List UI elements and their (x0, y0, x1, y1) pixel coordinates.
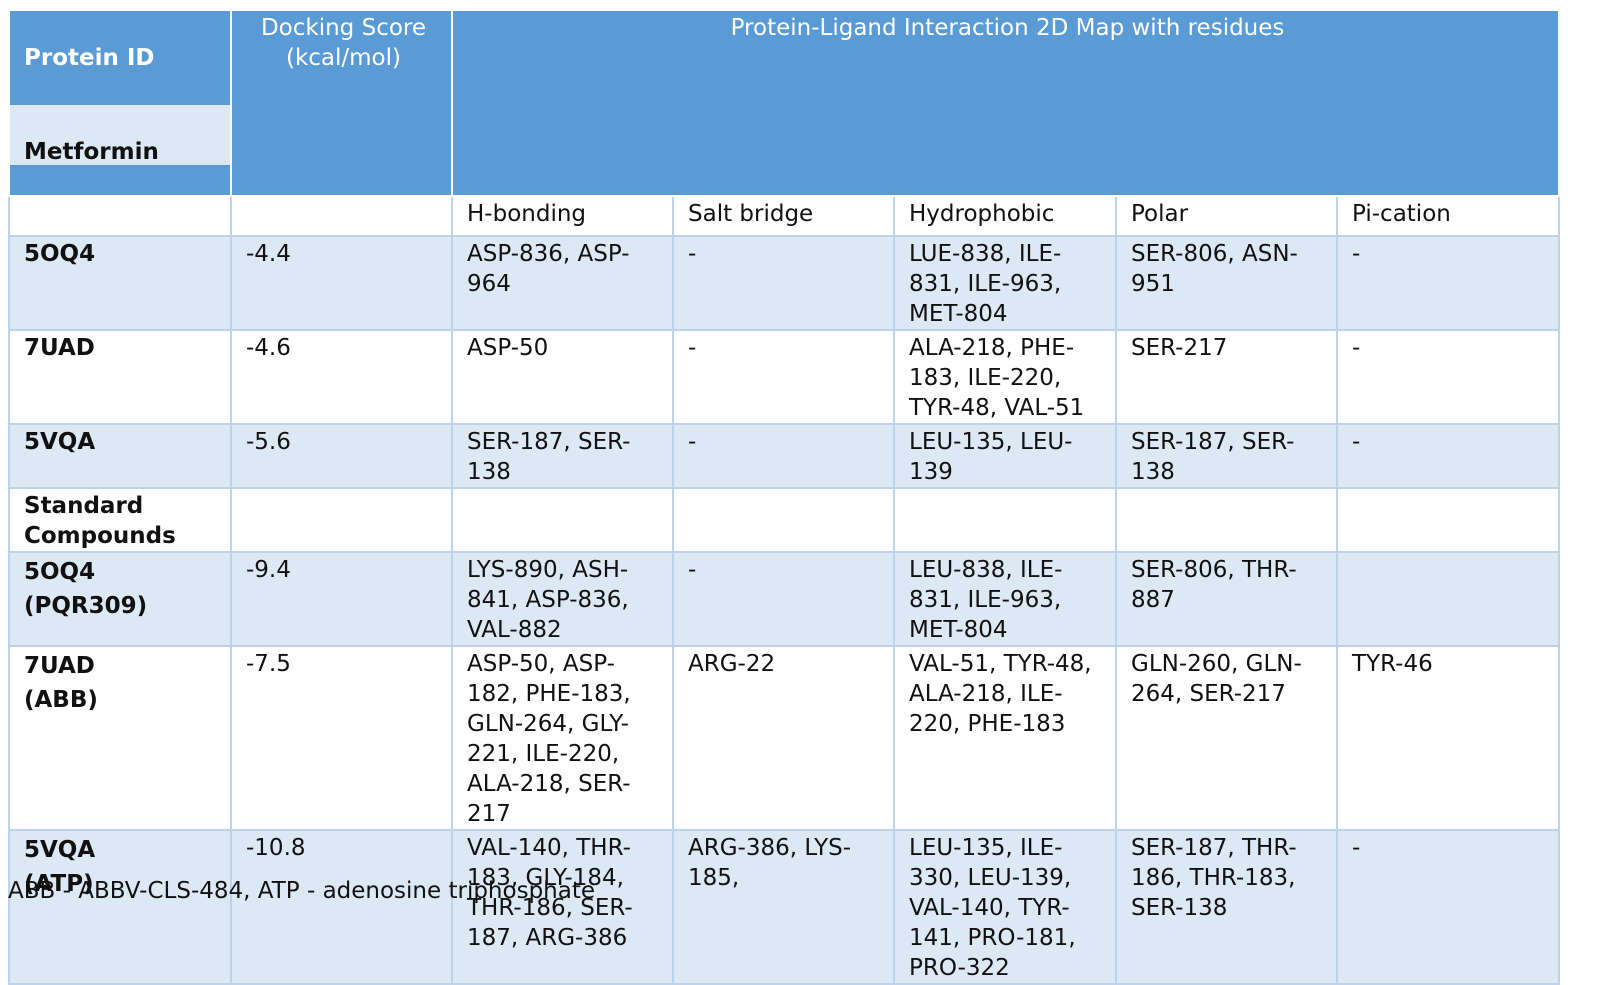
docking-score-cell: -5.6 (230, 423, 453, 489)
header-interaction-map: Protein-Ligand Interaction 2D Map with r… (451, 9, 1560, 197)
pi-cation-cell (1336, 551, 1560, 647)
h-bonding-cell: VAL-140, THR- 183, GLY-184, THR-186, SER… (451, 829, 674, 985)
pi-cation-cell (1336, 487, 1560, 553)
protein-id-cell: 5VQA (8, 423, 232, 489)
h-bonding-cell: ASP-50, ASP- 182, PHE-183, GLN-264, GLY-… (451, 645, 674, 831)
polar-cell: SER-806, THR- 887 (1115, 551, 1338, 647)
table-row: 7UAD (ABB) -7.5 ASP-50, ASP- 182, PHE-18… (8, 645, 1560, 831)
salt-bridge-cell: - (672, 423, 895, 489)
h-bonding-cell: LYS-890, ASH- 841, ASP-836, VAL-882 (451, 551, 674, 647)
docking-score-cell: -10.8 (230, 829, 453, 985)
hydrophobic-cell: ALA-218, PHE- 183, ILE-220, TYR-48, VAL-… (893, 329, 1117, 425)
subheader-pi-cation: Pi-cation (1336, 195, 1560, 237)
salt-bridge-cell (672, 487, 895, 553)
table-row: 5OQ4 (PQR309) -9.4 LYS-890, ASH- 841, AS… (8, 551, 1560, 647)
section-label-standard-compounds: Standard Compounds (8, 487, 232, 553)
header-docking-score: Docking Score (kcal/mol) (230, 9, 453, 197)
h-bonding-cell: ASP-836, ASP- 964 (451, 235, 674, 331)
table-row: 5VQA (ATP) -10.8 VAL-140, THR- 183, GLY-… (8, 829, 1560, 985)
docking-results-table: Protein ID Metformin Docking Score (kcal… (8, 9, 1560, 985)
subheader-blank (8, 195, 232, 237)
salt-bridge-cell: ARG-386, LYS- 185, (672, 829, 895, 985)
salt-bridge-cell: - (672, 329, 895, 425)
protein-id-cell: 5OQ4 (8, 235, 232, 331)
table-row: 5OQ4 -4.4 ASP-836, ASP- 964 - LUE-838, I… (8, 235, 1560, 331)
protein-id-cell: 5VQA (ATP) (8, 829, 232, 985)
h-bonding-cell: SER-187, SER- 138 (451, 423, 674, 489)
subheader-blank (230, 195, 453, 237)
header-protein-id: Protein ID (11, 41, 229, 75)
protein-id-cell: 7UAD (8, 329, 232, 425)
subheader-hydrophobic: Hydrophobic (893, 195, 1117, 237)
polar-cell: SER-217 (1115, 329, 1338, 425)
salt-bridge-cell: ARG-22 (672, 645, 895, 831)
table-footnote: ABB - ABBV-CLS-484, ATP - adenosine trip… (8, 878, 596, 904)
pi-cation-cell: - (1336, 235, 1560, 331)
polar-cell (1115, 487, 1338, 553)
hydrophobic-cell: LEU-135, LEU- 139 (893, 423, 1117, 489)
header-protein-id-cell: Protein ID Metformin (8, 9, 232, 197)
salt-bridge-cell: - (672, 235, 895, 331)
h-bonding-cell: ASP-50 (451, 329, 674, 425)
protein-id-cell: 7UAD (ABB) (8, 645, 232, 831)
protein-id-cell: 5OQ4 (PQR309) (8, 551, 232, 647)
table-row: Standard Compounds (8, 487, 1560, 553)
table-row: 5VQA -5.6 SER-187, SER- 138 - LEU-135, L… (8, 423, 1560, 489)
hydrophobic-cell: LUE-838, ILE- 831, ILE-963, MET-804 (893, 235, 1117, 331)
subheader-row: H-bonding Salt bridge Hydrophobic Polar … (8, 195, 1560, 237)
header-metformin: Metformin (11, 105, 229, 165)
polar-cell: SER-187, SER- 138 (1115, 423, 1338, 489)
polar-cell: SER-187, THR- 186, THR-183, SER-138 (1115, 829, 1338, 985)
table-row: 7UAD -4.6 ASP-50 - ALA-218, PHE- 183, IL… (8, 329, 1560, 425)
pi-cation-cell: TYR-46 (1336, 645, 1560, 831)
docking-score-cell: -9.4 (230, 551, 453, 647)
h-bonding-cell (451, 487, 674, 553)
hydrophobic-cell: LEU-838, ILE- 831, ILE-963, MET-804 (893, 551, 1117, 647)
salt-bridge-cell: - (672, 551, 895, 647)
pi-cation-cell: - (1336, 829, 1560, 985)
docking-score-cell: -4.6 (230, 329, 453, 425)
docking-score-cell: -7.5 (230, 645, 453, 831)
hydrophobic-cell: LEU-135, ILE- 330, LEU-139, VAL-140, TYR… (893, 829, 1117, 985)
subheader-salt-bridge: Salt bridge (672, 195, 895, 237)
pi-cation-cell: - (1336, 329, 1560, 425)
pi-cation-cell: - (1336, 423, 1560, 489)
docking-score-cell (230, 487, 453, 553)
polar-cell: GLN-260, GLN- 264, SER-217 (1115, 645, 1338, 831)
docking-score-cell: -4.4 (230, 235, 453, 331)
polar-cell: SER-806, ASN- 951 (1115, 235, 1338, 331)
subheader-polar: Polar (1115, 195, 1338, 237)
subheader-h-bonding: H-bonding (451, 195, 674, 237)
hydrophobic-cell: VAL-51, TYR-48, ALA-218, ILE- 220, PHE-1… (893, 645, 1117, 831)
hydrophobic-cell (893, 487, 1117, 553)
